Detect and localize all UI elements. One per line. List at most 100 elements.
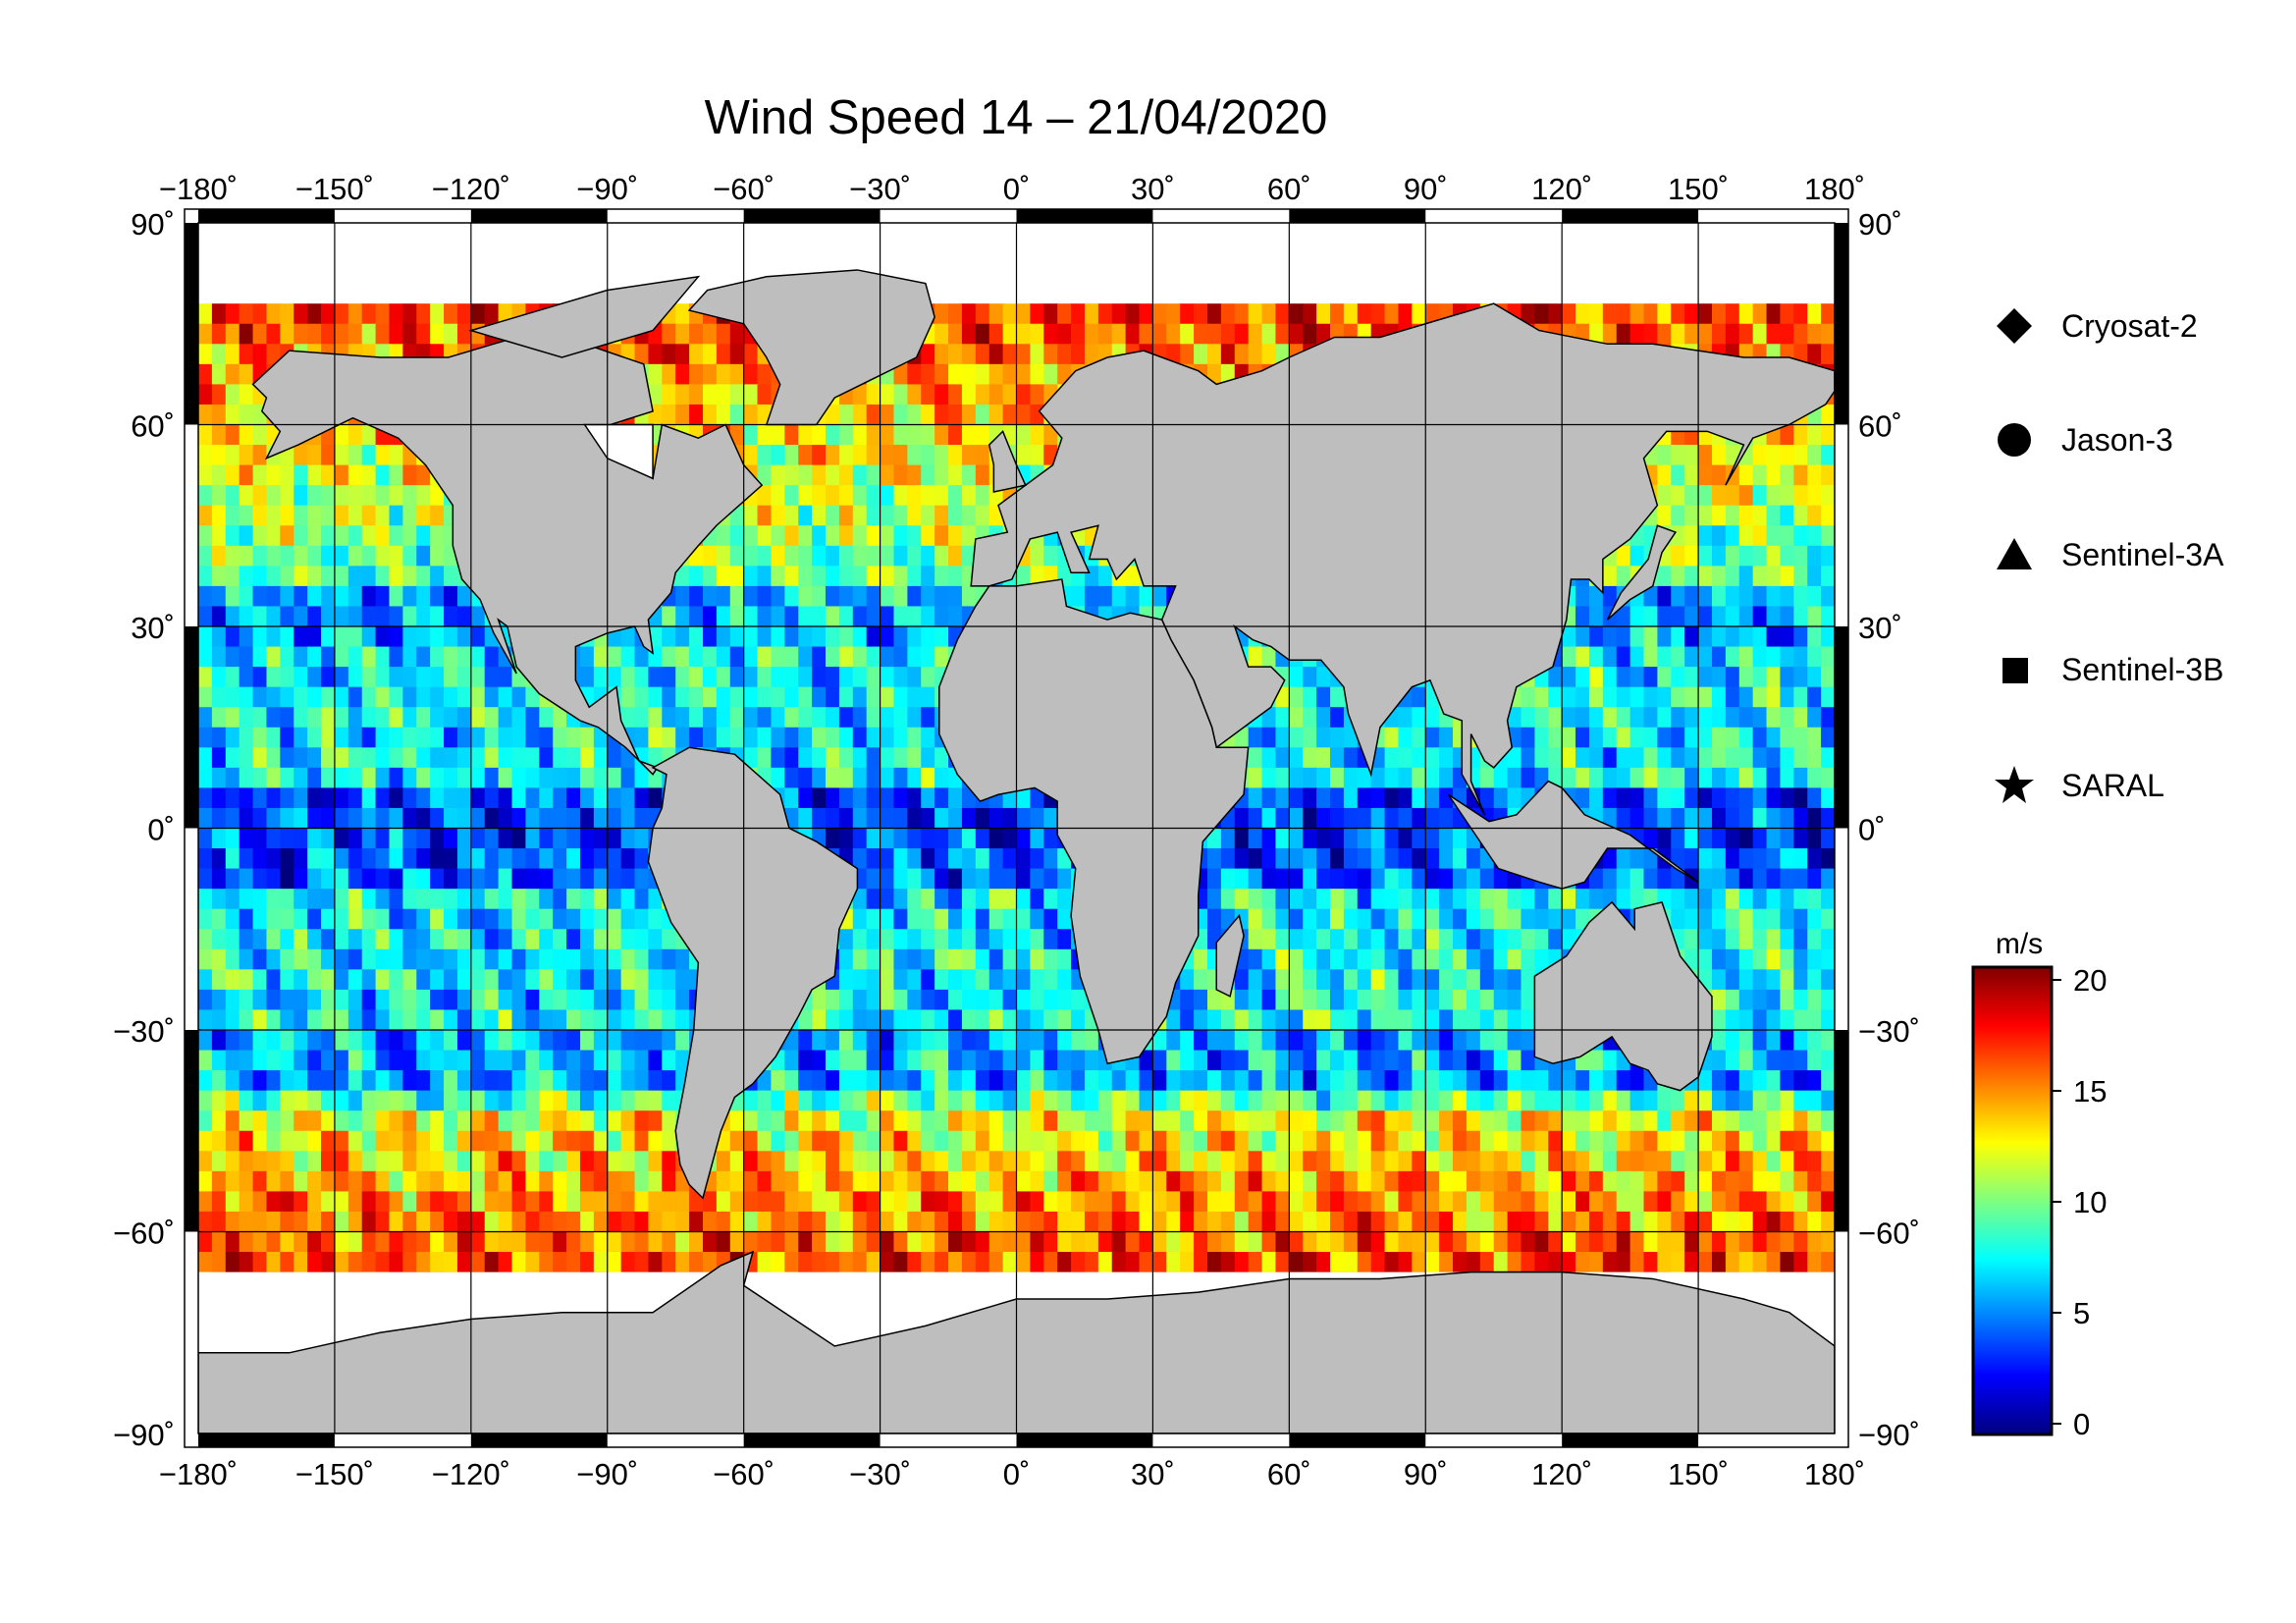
wind-cell xyxy=(1725,545,1740,567)
wind-cell xyxy=(361,445,377,466)
wind-cell xyxy=(498,969,513,991)
wind-cell xyxy=(1807,667,1822,688)
wind-cell xyxy=(1821,868,1835,890)
wind-cell xyxy=(988,1110,1004,1132)
wind-cell xyxy=(702,545,718,567)
wind-cell xyxy=(975,505,990,526)
wind-cell xyxy=(893,1090,908,1111)
wind-cell xyxy=(334,1050,349,1071)
wind-cell xyxy=(347,1090,363,1111)
wind-cell xyxy=(1206,848,1222,870)
wind-cell xyxy=(1738,767,1754,788)
wind-cell xyxy=(252,969,268,991)
wind-cell xyxy=(402,566,417,587)
wind-cell xyxy=(239,464,254,486)
wind-cell xyxy=(402,1110,417,1132)
wind-cell xyxy=(852,1009,868,1031)
wind-cell xyxy=(1206,1130,1222,1152)
wind-cell xyxy=(852,828,868,849)
wind-cell xyxy=(266,747,281,769)
wind-cell xyxy=(347,606,363,627)
wind-cell xyxy=(1793,1110,1808,1132)
wind-cell xyxy=(334,585,349,608)
wind-cell xyxy=(812,445,827,466)
wind-cell xyxy=(1453,848,1468,870)
wind-cell xyxy=(361,485,377,507)
wind-cell xyxy=(430,1130,445,1152)
wind-cell xyxy=(1016,363,1031,385)
wind-cell xyxy=(430,848,445,870)
wind-cell xyxy=(198,323,213,345)
wind-cell xyxy=(1316,767,1331,788)
wind-cell xyxy=(880,566,895,587)
wind-cell xyxy=(252,828,268,849)
wind-cell xyxy=(1493,1070,1509,1092)
wind-cell xyxy=(1493,767,1509,788)
wind-cell xyxy=(826,727,840,748)
wind-cell xyxy=(1357,868,1372,890)
wind-cell xyxy=(1439,889,1454,910)
wind-cell xyxy=(1248,929,1263,950)
wind-cell xyxy=(1002,889,1018,910)
wind-cell xyxy=(280,948,294,970)
wind-cell xyxy=(280,585,294,608)
wind-cell xyxy=(975,828,990,849)
wind-cell xyxy=(648,929,663,950)
wind-cell xyxy=(1097,566,1113,587)
wind-cell xyxy=(198,969,213,991)
wind-cell xyxy=(211,807,227,830)
wind-cell xyxy=(1629,323,1645,345)
wind-cell xyxy=(1466,908,1481,930)
wind-cell xyxy=(1657,445,1672,466)
wind-cell xyxy=(1698,566,1713,587)
wind-cell xyxy=(239,1030,254,1052)
wind-cell xyxy=(1780,505,1794,526)
wind-cell xyxy=(1698,626,1713,648)
wind-cell xyxy=(907,646,922,668)
wind-cell xyxy=(1194,1050,1208,1071)
wind-cell xyxy=(826,1009,840,1031)
wind-cell xyxy=(1629,686,1645,708)
wind-cell xyxy=(539,828,554,849)
wind-cell xyxy=(553,1070,567,1092)
wind-cell xyxy=(961,485,977,507)
wind-cell xyxy=(307,1090,322,1111)
wind-cell xyxy=(225,424,240,446)
wind-cell xyxy=(1303,727,1317,748)
wind-cell xyxy=(607,868,622,890)
wind-cell xyxy=(553,727,567,748)
wind-cell xyxy=(771,445,785,466)
wind-cell xyxy=(648,747,663,769)
wind-cell xyxy=(1057,889,1072,910)
wind-cell xyxy=(866,1070,881,1092)
wind-cell xyxy=(1384,807,1400,830)
wind-cell xyxy=(1316,1110,1331,1132)
wind-cell xyxy=(1043,1130,1058,1152)
wind-cell xyxy=(321,969,336,991)
wind-cell xyxy=(620,908,636,930)
wind-cell xyxy=(1684,545,1699,567)
wind-cell xyxy=(784,1090,799,1111)
wind-cell xyxy=(826,606,840,627)
wind-cell xyxy=(1261,848,1277,870)
wind-cell xyxy=(784,464,799,486)
wind-cell xyxy=(1629,1090,1645,1111)
wind-cell xyxy=(294,1050,308,1071)
wind-cell xyxy=(757,626,773,648)
wind-cell xyxy=(934,384,949,406)
wind-cell xyxy=(1357,1110,1372,1132)
wind-cell xyxy=(1780,747,1794,769)
wind-cell xyxy=(1030,828,1044,849)
wind-cell xyxy=(1725,848,1740,870)
wind-cell xyxy=(1248,908,1263,930)
wind-cell xyxy=(294,707,308,729)
wind-cell xyxy=(1671,908,1685,930)
wind-cell xyxy=(1725,948,1740,970)
wind-cell xyxy=(321,686,336,708)
wind-cell xyxy=(1684,908,1699,930)
wind-cell xyxy=(798,1030,813,1052)
wind-cell xyxy=(921,525,935,547)
wind-cell xyxy=(416,566,431,587)
wind-cell xyxy=(1493,989,1509,1011)
